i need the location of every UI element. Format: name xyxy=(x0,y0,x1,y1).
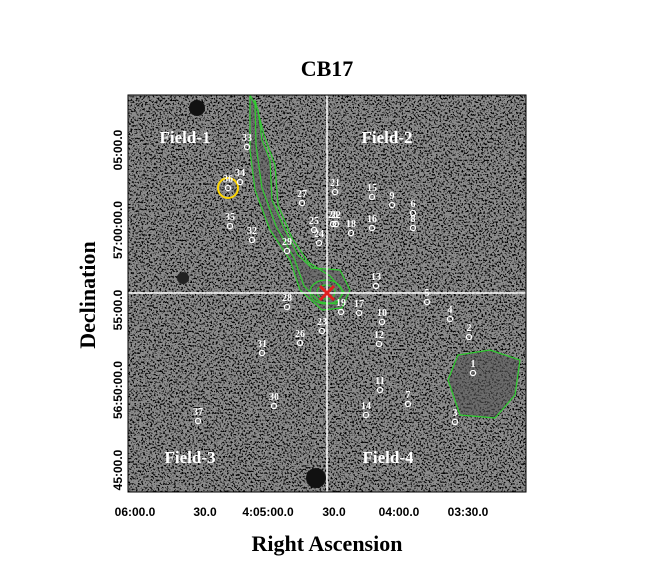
star-label: 34 xyxy=(235,168,245,179)
star-marker xyxy=(376,386,384,394)
x-tick-label: 4:05:00.0 xyxy=(242,505,294,519)
star-label: 17 xyxy=(354,299,364,310)
star-label: 15 xyxy=(367,183,377,194)
star-label: 33 xyxy=(242,133,252,144)
star-label: 14 xyxy=(361,401,371,412)
star-marker xyxy=(332,220,340,228)
star-marker xyxy=(465,333,473,341)
star-marker xyxy=(248,236,256,244)
star-label: 26 xyxy=(295,329,305,340)
star-label: 25 xyxy=(309,216,319,227)
star-marker xyxy=(258,349,266,357)
star-marker xyxy=(315,239,323,247)
star-label: 13 xyxy=(371,272,381,283)
star-marker xyxy=(378,318,386,326)
star-marker xyxy=(296,339,304,347)
star-marker xyxy=(362,411,370,419)
star-label: 36 xyxy=(223,174,233,185)
star-label: 20 xyxy=(328,210,338,221)
star-label: 7 xyxy=(406,390,411,401)
star-label: 8 xyxy=(411,214,416,225)
star-marker xyxy=(243,143,251,151)
field-label: Field-4 xyxy=(363,448,414,467)
title: CB17 xyxy=(301,56,354,81)
y-tick-label: 56:50:00.0 xyxy=(111,361,125,419)
star-label: 23 xyxy=(317,317,327,328)
star-label: 27 xyxy=(297,189,307,200)
y-tick-label: 55:00.0 xyxy=(111,289,125,330)
star-label: 37 xyxy=(193,407,203,418)
star-marker xyxy=(409,224,417,232)
star-label: 16 xyxy=(367,214,377,225)
star-marker xyxy=(224,184,232,192)
field-label: Field-1 xyxy=(160,128,211,147)
x-tick-label: 30.0 xyxy=(322,505,346,519)
star-label: 3 xyxy=(453,408,458,419)
field-label: Field-2 xyxy=(362,128,413,147)
x-tick-label: 04:00.0 xyxy=(379,505,420,519)
star-marker xyxy=(375,340,383,348)
star-marker xyxy=(388,201,396,209)
contours xyxy=(249,95,521,419)
star-label: 21 xyxy=(330,178,340,189)
star-marker xyxy=(298,199,306,207)
star-marker xyxy=(409,209,417,217)
star-marker xyxy=(194,417,202,425)
star-label: 19 xyxy=(336,298,346,309)
star-marker xyxy=(469,369,477,377)
star-label: 32 xyxy=(247,226,257,237)
star-marker xyxy=(451,418,459,426)
star-label: 2 xyxy=(467,323,472,334)
star-marker xyxy=(329,220,337,228)
star-label: 31 xyxy=(257,339,267,350)
star-marker xyxy=(270,402,278,410)
star-marker xyxy=(368,193,376,201)
star-marker xyxy=(283,247,291,255)
star-label: 22 xyxy=(331,210,341,221)
star-label: 12 xyxy=(374,330,384,341)
star-marker xyxy=(423,298,431,306)
star-label: 29 xyxy=(282,237,292,248)
star-marker xyxy=(283,303,291,311)
x-tick-label: 06:00.0 xyxy=(115,505,156,519)
star-marker xyxy=(372,282,380,290)
star-marker xyxy=(226,222,234,230)
x-axis-label: Right Ascension xyxy=(252,531,403,556)
field-label: Field-3 xyxy=(165,448,216,467)
star-label: 6 xyxy=(411,199,416,210)
star-marker xyxy=(331,188,339,196)
star-marker xyxy=(368,224,376,232)
x-tick-label: 30.0 xyxy=(193,505,217,519)
star-label: 10 xyxy=(377,308,387,319)
star-marker xyxy=(310,226,318,234)
star-label: 1 xyxy=(471,359,476,370)
star-label: 24 xyxy=(314,229,324,240)
star-marker xyxy=(318,327,326,335)
y-tick-label: 05:00.0 xyxy=(111,129,125,170)
star-label: 5 xyxy=(425,288,430,299)
star-marker xyxy=(404,400,412,408)
star-marker xyxy=(355,309,363,317)
x-tick-label: 03:30.0 xyxy=(448,505,489,519)
star-label: 4 xyxy=(448,305,453,316)
star-label: 9 xyxy=(390,191,395,202)
star-marker xyxy=(337,308,345,316)
star-label: 30 xyxy=(269,392,279,403)
y-tick-label: 45:00.0 xyxy=(111,449,125,490)
star-marker xyxy=(446,315,454,323)
y-tick-label: 57:00:00.0 xyxy=(111,201,125,259)
star-label: 11 xyxy=(375,376,384,387)
star-marker xyxy=(236,178,244,186)
star-label: 18 xyxy=(346,219,356,230)
y-axis-label: Declination xyxy=(75,241,100,349)
star-label: 28 xyxy=(282,293,292,304)
star-marker xyxy=(347,229,355,237)
star-label: 35 xyxy=(225,212,235,223)
